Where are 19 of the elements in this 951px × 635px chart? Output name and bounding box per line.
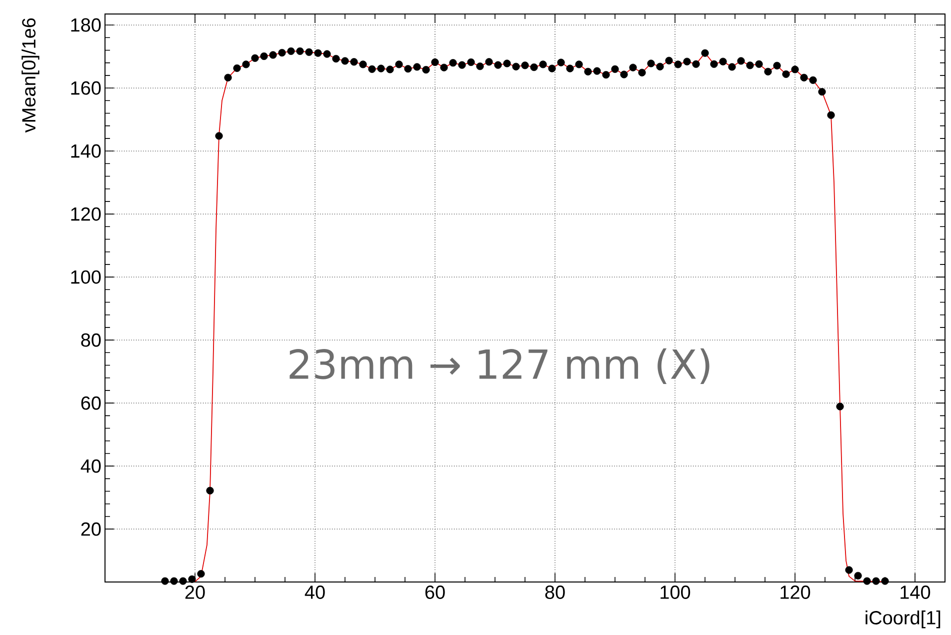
- y-tick-label: 140: [71, 144, 101, 158]
- x-tick-label: 20: [185, 586, 205, 599]
- y-tick-label: 20: [81, 522, 101, 536]
- x-tick-label: 100: [660, 586, 690, 599]
- y-tick-label: 80: [81, 333, 101, 347]
- y-tick-label: 180: [71, 18, 101, 32]
- x-tick-label: 140: [900, 586, 930, 599]
- y-tick-label: 120: [71, 207, 101, 221]
- x-tick-label: 40: [304, 586, 325, 599]
- annotation: 23mm → 127 mm (X): [290, 348, 710, 384]
- y-axis-title: vMean[0]/1e6: [22, 18, 40, 133]
- x-tick-label: 120: [780, 586, 810, 599]
- x-axis-title: iCoord[1]: [866, 610, 940, 628]
- x-tick-label: 60: [425, 586, 445, 599]
- x-tick-label: 80: [545, 586, 565, 599]
- y-tick-label: 160: [71, 81, 101, 95]
- y-tick-label: 100: [71, 270, 101, 284]
- y-tick-label: 40: [80, 459, 101, 473]
- y-tick-label: 60: [81, 396, 101, 410]
